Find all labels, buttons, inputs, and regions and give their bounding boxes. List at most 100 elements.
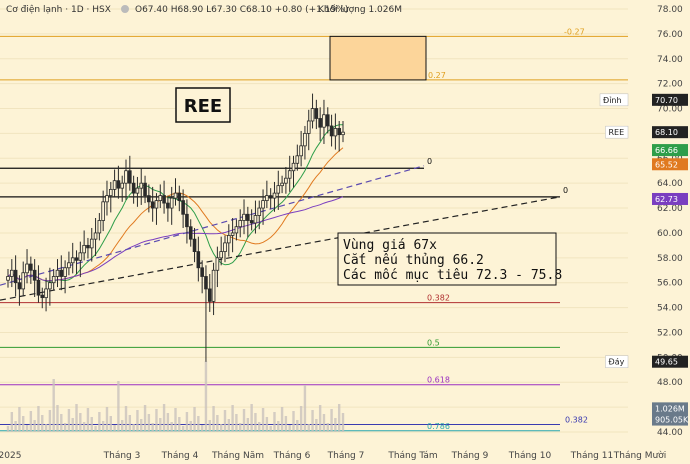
candle-body [128,170,132,184]
candle-body [226,235,231,244]
volume-bar [52,379,55,432]
volume-bar [239,423,242,432]
price-tag-value: 65.52 [655,160,678,169]
candle-body [29,263,33,271]
annotation-line-2: Cắt nếu thủng 66.2 [343,253,484,268]
fib-level-label: 0.382 [427,294,450,303]
candle-body [162,195,166,204]
time-tick-label: Tháng 10 [508,451,552,461]
volume-bars [6,361,345,432]
candle-body [169,197,174,209]
candle-body [276,185,281,194]
candle-body [17,282,22,290]
ticker-box [175,87,231,123]
time-tick-label: Tháng Năm [211,451,264,461]
price-tag-value: 62.73 [655,195,678,204]
volume-bar [269,426,272,432]
volume-bar [208,420,211,432]
candle-body [97,220,102,234]
candle-body [200,267,204,277]
candle-body [143,182,147,197]
candle-body [55,269,60,277]
candle-body [51,276,56,284]
candle-body [78,252,83,261]
volume-bar [33,420,36,432]
price-tag-box [652,158,688,171]
candle-body [329,125,334,137]
volume-bar [235,414,238,432]
candle-body [261,200,265,209]
volume-bar [284,416,288,432]
volume-bar [178,417,181,432]
volume-bar [117,381,120,432]
volume-bar [147,414,151,432]
volume-bar [330,409,333,432]
candle-body [314,108,319,119]
volume-bar [29,411,33,432]
volume-bar [299,406,303,432]
candle-body [112,180,117,190]
price-tick-label: 76.00 [657,30,683,40]
candle-body [40,294,45,299]
volume-bar [18,407,21,432]
volume-bar [212,406,215,432]
price-tag-value: 68.10 [655,128,678,137]
price-tag-box [652,413,688,426]
price-tag-name-box [599,93,629,107]
candle-body [82,244,86,254]
status-dot-icon [121,5,129,13]
volume-bar [185,412,189,432]
fib-level-label: 0.618 [427,376,450,385]
volume-bar [140,419,143,432]
fib-level-label: 0.786 [427,422,450,431]
candle-body [59,269,64,277]
price-tick-label: 72.00 [657,80,683,90]
volume-bar [227,419,230,432]
volume-bar [143,405,147,432]
volume-bar [318,405,322,432]
volume-bar [37,406,40,432]
candle-body [257,207,262,216]
volume-bar [326,423,329,432]
price-tag-value: 1.026M [655,404,685,413]
time-tick-label: Tháng 3 [103,451,141,461]
candle-body [150,201,155,209]
candle-body [318,118,322,128]
price-tag-box [652,192,688,205]
fibonacci-levels: -0.27 0.27 0.382 0.5 0.618 0.382 0.786 [0,27,628,432]
price-tick-label: 44.00 [657,428,683,438]
candle-body [341,131,345,136]
candle-body [135,187,140,194]
volume-bar [75,404,78,432]
volume-bar [311,410,314,432]
volume-bar [22,416,25,432]
candle-body [25,263,29,274]
candle-body [242,213,246,221]
candle-body [287,170,292,179]
price-tag-value: 905.05K [655,416,689,425]
candle-body [177,192,182,201]
price-tick-label: 58.00 [657,254,683,264]
candle-body [185,213,189,228]
price-axis[interactable]: 44.0046.0048.0050.0052.0054.0056.0058.00… [657,5,683,438]
candle-body [105,195,109,203]
support-lines: 00 [0,157,568,198]
fib-level-label: -0.27 [564,27,585,36]
volume-bar [307,424,310,432]
volume-bar [151,423,154,432]
price-tick-label: 78.00 [657,5,683,15]
volume-bar [303,385,307,432]
volume-bar [162,404,166,432]
candle-body [21,272,26,290]
volume-bar [6,426,10,432]
annotation-line-3: Các mốc mục tiêu 72.3 - 75.8 [343,268,562,283]
candle-body [74,257,79,261]
candle-body [116,180,121,189]
price-tag-box [652,355,688,368]
candle-body [322,114,326,128]
symbol-description: Cơ điện lạnh · 1D · HSX [6,4,111,15]
price-tags: Đỉnh 70.70 REE 68.10 66.66 65.52 62.73 Đáy 49.65… [599,93,689,426]
candle-body [291,162,296,172]
time-axis[interactable]: 2025 Tháng 3 Tháng 4 Tháng Năm Tháng 6 Tháng … [0,450,666,461]
price-tag-name: Đỉnh [603,95,622,105]
